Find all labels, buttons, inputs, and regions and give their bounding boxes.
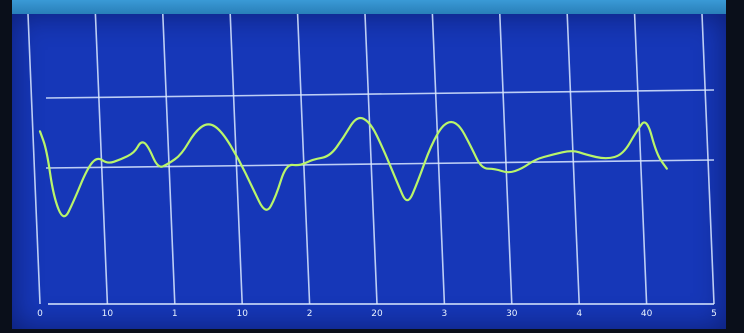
monitor-right-bezel [726,0,744,333]
grid-vline [499,14,513,305]
grid-vline [364,14,378,305]
grid-vline [27,14,41,305]
monitor-left-bezel [0,0,12,333]
x-tick-label: 40 [641,309,653,319]
x-tick-label: 20 [371,309,383,319]
grid-vline [431,14,446,305]
x-tick-labels: 0 10 1 10 2 20 3 30 4 40 5 [37,309,717,319]
grid-vline [633,14,648,305]
x-tick-label: 10 [102,309,114,319]
monitor-bottom-bezel [0,325,744,333]
waveform-trace [38,116,668,218]
waveform-plot: 0 10 1 10 2 20 3 30 4 40 5 [27,14,717,319]
grid-vline [296,14,311,305]
x-tick-label: 3 [442,309,448,319]
grid-hline [45,159,715,169]
x-tick-label: 1 [172,309,178,319]
grid-vline [162,14,176,305]
x-tick-label: 2 [307,309,313,319]
x-tick-label: 4 [576,309,582,319]
x-tick-label: 30 [506,309,518,319]
x-tick-label: 0 [37,309,43,319]
x-tick-label: 10 [236,309,248,319]
grid-vline [229,14,243,305]
grid-vline [701,14,715,305]
trace [38,116,668,218]
grid [27,14,715,305]
grid-vline [566,14,580,305]
x-tick-label: 5 [711,309,717,319]
oscilloscope-screen: 0 10 1 10 2 20 3 30 4 40 5 [12,14,726,329]
grid-hline [45,89,715,99]
